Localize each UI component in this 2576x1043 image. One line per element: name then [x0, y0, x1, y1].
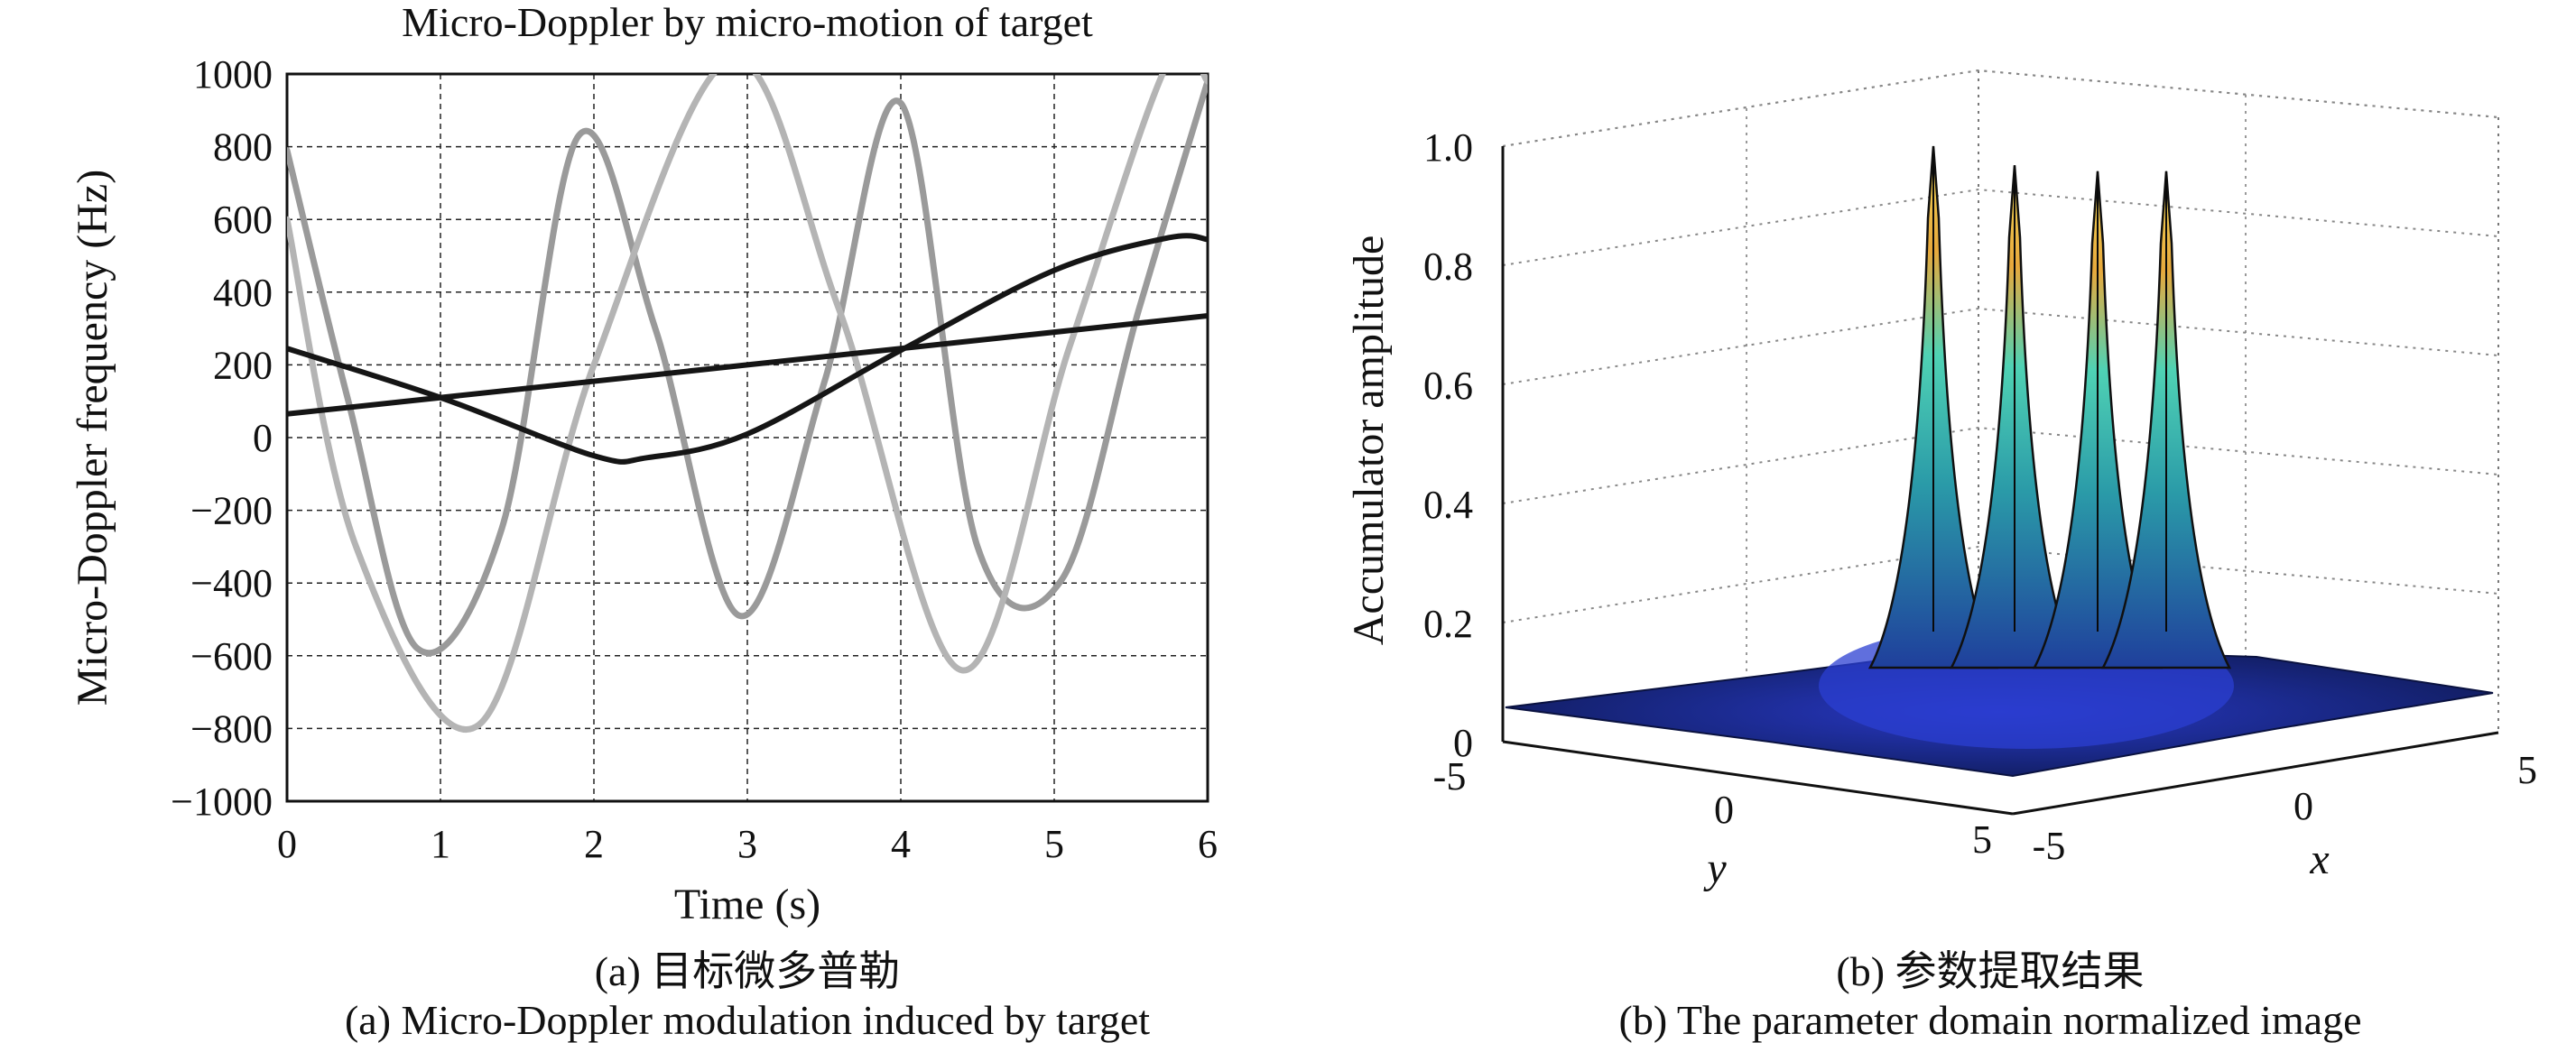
x-tick-label: 6 — [1198, 822, 1218, 866]
y-tick-label: −800 — [190, 706, 273, 751]
y-tick-label: 5 — [1972, 817, 1992, 862]
series-line-2 — [287, 74, 1208, 733]
y-tick-label: 600 — [213, 198, 273, 242]
chart-a-series — [287, 74, 1208, 733]
y-tick-label: 400 — [213, 271, 273, 315]
y-tick-label: 200 — [213, 343, 273, 387]
y-tick-label: −1000 — [171, 780, 273, 824]
y-tick-label: −400 — [190, 561, 273, 605]
chart-a-caption-cn: (a) 目标微多普勒 — [595, 948, 901, 994]
z-tick-label: 0.6 — [1423, 364, 1473, 408]
series-line-4 — [287, 312, 1208, 417]
series-line-3 — [287, 233, 1208, 465]
surface-peak-2 — [1949, 165, 2080, 669]
x-tick-label: 0 — [2293, 784, 2313, 828]
chart-a-xlabel: Time (s) — [674, 881, 820, 928]
z-tick-label: 0 — [1453, 721, 1473, 765]
y-tick-label: -5 — [1433, 754, 1467, 798]
surface-peak-1 — [1867, 145, 1999, 669]
chart-a-caption-en: (a) Micro-Doppler modulation induced by … — [345, 997, 1150, 1043]
micro-doppler-chart: Micro-Doppler by micro-motion of target … — [69, 0, 1218, 1043]
z-grid-line — [1502, 188, 2499, 266]
chart-b-z-grid — [1502, 69, 2499, 623]
z-tick-label: 1.0 — [1423, 125, 1473, 170]
chart-a-frame — [285, 72, 1209, 803]
chart-a-title: Micro-Doppler by micro-motion of target — [402, 0, 1093, 45]
chart-a-ylabel: Micro-Doppler frequency (Hz) — [69, 170, 116, 706]
chart-b-xlabel: x — [2309, 835, 2329, 883]
y-tick-label: 0 — [1714, 788, 1734, 832]
z-tick-label: 0.4 — [1423, 483, 1473, 527]
x-tick-label: -5 — [2033, 824, 2066, 868]
z-grid-line — [1502, 307, 2499, 385]
z-tick-label: 0.8 — [1423, 245, 1473, 289]
chart-b-z-ticks: 0 0.2 0.4 0.6 0.8 1.0 — [1423, 125, 1473, 765]
chart-b-caption-en: (b) The parameter domain normalized imag… — [1619, 997, 2362, 1043]
chart-b-y-ticks: -5 0 5 — [1433, 754, 1992, 862]
chart-b-front-axes — [1501, 146, 2499, 816]
surface-peak-4 — [2100, 171, 2232, 669]
y-tick-label: 800 — [213, 125, 273, 170]
chart-b-caption-cn: (b) 参数提取结果 — [1836, 948, 2144, 994]
chart-b-zlabel: Accumulator amplitude — [1345, 235, 1393, 646]
series-line-1 — [287, 78, 1208, 657]
x-tick-label: 5 — [1044, 822, 1064, 866]
x-tick-label: 1 — [431, 822, 450, 866]
x-tick-label: 4 — [891, 822, 911, 866]
x-tick-label: 0 — [277, 822, 297, 866]
y-tick-label: 0 — [253, 416, 273, 460]
y-tick-label: 1000 — [193, 52, 273, 97]
chart-b-peaks — [1867, 145, 2232, 669]
z-grid-line — [1502, 545, 2499, 623]
x-tick-label: 2 — [584, 822, 604, 866]
chart-a-grid — [287, 74, 1208, 801]
x-tick-label: 3 — [737, 822, 757, 866]
surface-chart: 0 0.2 0.4 0.6 0.8 1.0 -5 0 5 -5 0 5 y x Accum… — [1345, 69, 2537, 1043]
z-grid-line — [1502, 69, 2499, 147]
chart-b-x-ticks: -5 0 5 — [2033, 748, 2537, 868]
z-tick-label: 0.2 — [1423, 602, 1473, 646]
chart-a-x-ticks: 0 1 2 3 4 5 6 — [277, 822, 1218, 866]
z-grid-line — [1502, 426, 2499, 504]
chart-a-y-ticks: 1000 800 600 400 200 0 −200 −400 −600 −800 −1000 — [171, 52, 273, 824]
y-tick-label: −600 — [190, 634, 273, 678]
y-tick-label: −200 — [190, 489, 273, 533]
x-tick-label: 5 — [2517, 748, 2537, 792]
chart-b-ylabel: y — [1702, 845, 1727, 892]
